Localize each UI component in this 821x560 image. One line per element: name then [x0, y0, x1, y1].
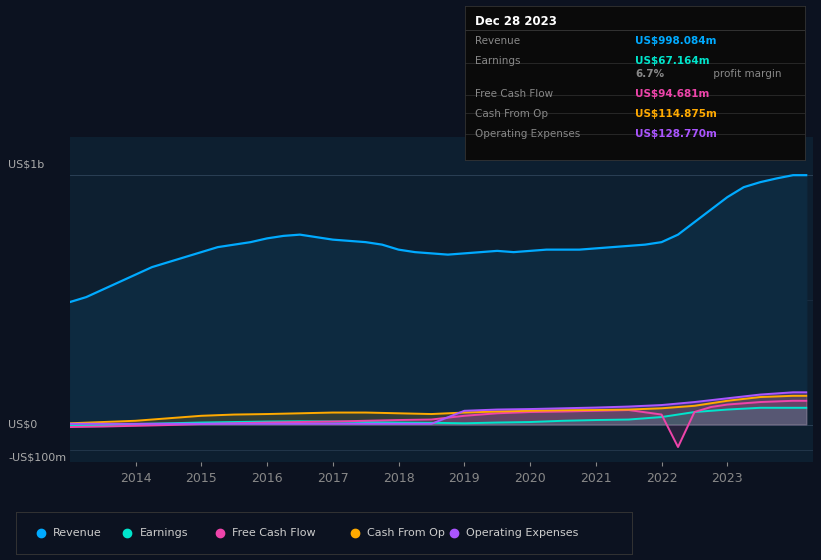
Text: 6.7%: 6.7% [635, 69, 664, 79]
Text: Revenue: Revenue [53, 529, 102, 538]
Text: US$94.681m: US$94.681m [635, 88, 709, 99]
Text: US$114.875m: US$114.875m [635, 109, 717, 119]
Text: Earnings: Earnings [140, 529, 188, 538]
Text: Free Cash Flow: Free Cash Flow [232, 529, 315, 538]
Text: US$1b: US$1b [8, 159, 44, 169]
Text: Operating Expenses: Operating Expenses [466, 529, 578, 538]
Text: -US$100m: -US$100m [8, 452, 67, 463]
Text: Earnings: Earnings [475, 57, 521, 67]
Text: Cash From Op: Cash From Op [368, 529, 445, 538]
Text: Dec 28 2023: Dec 28 2023 [475, 15, 557, 28]
Text: Operating Expenses: Operating Expenses [475, 129, 580, 139]
Text: US$128.770m: US$128.770m [635, 129, 717, 139]
Text: profit margin: profit margin [710, 69, 782, 79]
Text: Revenue: Revenue [475, 36, 520, 46]
Text: Cash From Op: Cash From Op [475, 109, 548, 119]
Text: US$67.164m: US$67.164m [635, 57, 709, 67]
Text: Free Cash Flow: Free Cash Flow [475, 88, 553, 99]
Text: US$0: US$0 [8, 419, 38, 430]
Text: US$998.084m: US$998.084m [635, 36, 717, 46]
